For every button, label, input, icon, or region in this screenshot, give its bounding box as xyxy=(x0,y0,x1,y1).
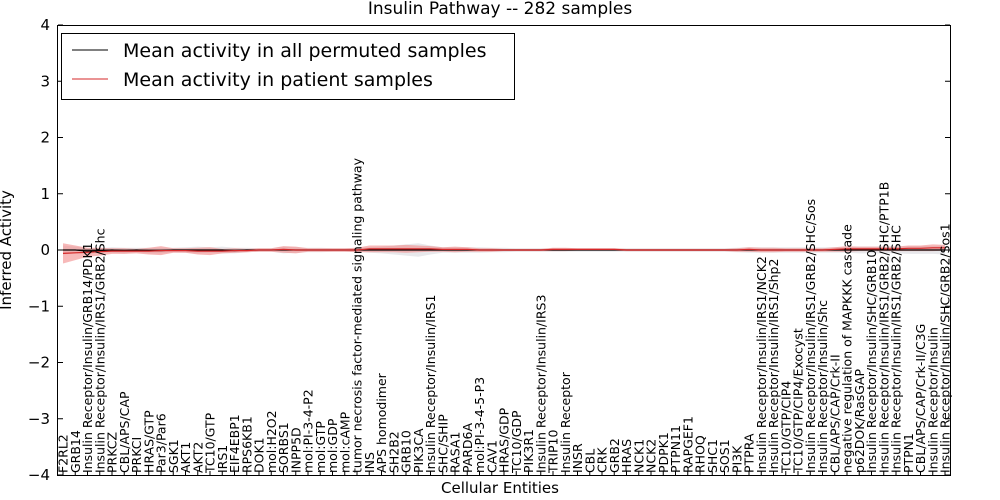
category-label: GRB10 xyxy=(399,430,414,473)
category-label: CBL/APS/CAP/Crk-II xyxy=(827,354,842,473)
legend-box xyxy=(61,33,515,100)
category-label: HRAS/GDP xyxy=(497,407,512,473)
category-label: PDPK1 xyxy=(656,432,671,473)
category-label: Insulin Receptor xyxy=(558,371,573,473)
category-label: SGK1 xyxy=(166,439,181,473)
category-label: IRS1 xyxy=(215,445,230,473)
y-tick-label: 0 xyxy=(40,241,50,259)
category-label: PIK3CA xyxy=(411,428,426,473)
category-label: INS xyxy=(362,452,377,473)
category-label: Insulin Receptor/Insulin/IRS1/Shp2 xyxy=(766,259,781,473)
series-lines xyxy=(58,247,950,254)
category-label: INSR xyxy=(570,443,585,473)
category-label: TC10/GTP/CIP4/Exocyst xyxy=(791,328,806,474)
category-label: PTPRA xyxy=(742,433,757,473)
category-label: Insulin Receptor/Insulin/GRB14/PDK1 xyxy=(80,242,95,473)
category-label: F2RL2 xyxy=(56,434,71,473)
category-label: TC10/GDP xyxy=(509,410,524,474)
category-label: RHOQ xyxy=(693,435,708,473)
category-label: mol:GDP xyxy=(325,418,340,473)
category-label: GRB14 xyxy=(68,430,83,473)
category-label: CBL xyxy=(582,449,597,473)
x-axis-label: Cellular Entities xyxy=(441,479,559,497)
band-patient xyxy=(63,243,945,264)
category-label: Insulin Receptor/Insulin/IRS1/GRB2/SHC/S… xyxy=(803,199,818,473)
category-label: mol:H2O2 xyxy=(264,410,279,473)
category-label: Par3/Par6 xyxy=(154,413,169,473)
category-label: Insulin Receptor/Insulin/SHC/GRB2/Sos1 xyxy=(938,223,953,473)
category-label: CAV1 xyxy=(484,440,499,473)
category-label: AKT1 xyxy=(178,442,193,473)
category-label: Insulin Receptor/Insulin/IRS1/NCK2 xyxy=(754,256,769,473)
category-label: Insulin Receptor/Insulin xyxy=(925,327,940,473)
category-label: CBL/APS/CAP/Crk-II/C3G xyxy=(913,324,928,473)
category-label: EIF4EBP1 xyxy=(227,414,242,473)
category-label: TRIP10 xyxy=(546,430,561,474)
category-label: PARD6A xyxy=(460,422,475,473)
category-label: INPP5D xyxy=(288,427,303,473)
category-label: RASA1 xyxy=(448,432,463,473)
category-label: PIK3R1 xyxy=(521,429,536,473)
y-tick-label: 2 xyxy=(40,129,50,147)
category-label: PRKCI xyxy=(129,437,144,473)
category-label: Insulin Receptor/Insulin/IRS1 xyxy=(423,295,438,473)
category-label: mol:GTP xyxy=(313,421,328,473)
category-label: SORBS1 xyxy=(276,422,291,473)
y-tick-label: −3 xyxy=(28,410,50,428)
category-label: RPS6KB1 xyxy=(239,416,254,473)
category-label: SHC1 xyxy=(705,439,720,473)
category-label: Insulin Receptor/Insulin/SHC/GRB10 xyxy=(864,250,879,473)
y-tick-label: 1 xyxy=(40,185,50,203)
category-label: mol:PI-3-4-P2 xyxy=(301,389,316,473)
category-label: Insulin Receptor/Insulin/Shc xyxy=(815,300,830,473)
category-label: NCK1 xyxy=(631,439,646,473)
category-label: mol:cAMP xyxy=(337,411,352,473)
category-label: mol:PI-3-4-5-P3 xyxy=(472,377,487,473)
y-tick-label: −4 xyxy=(28,466,50,484)
category-label: Insulin Receptor/Insulin/IRS1/GRB2/Shc xyxy=(92,228,107,473)
chart-title: Insulin Pathway -- 282 samples xyxy=(368,0,633,19)
category-label: TC10/GTP/CIP4 xyxy=(778,381,793,474)
category-label: PTPN11 xyxy=(668,425,683,473)
axis-ticks: −4 −3 −2 −1 0 1 2 3 4 xyxy=(28,16,950,484)
y-tick-label: 4 xyxy=(40,16,50,34)
plot-frame xyxy=(57,25,951,476)
category-label: CBL/APS/CAP xyxy=(117,391,132,473)
category-label: SH2B2 xyxy=(386,431,401,473)
category-label: PRKCZ xyxy=(105,432,120,473)
category-label: SHC/SHIP xyxy=(435,414,450,473)
category-label: APS homodimer xyxy=(374,372,389,473)
category-label: CRK xyxy=(595,447,610,473)
category-label: p62DOK/RasGAP xyxy=(852,369,867,474)
category-label: DOK1 xyxy=(252,437,267,473)
category-label: NCK2 xyxy=(644,439,659,473)
category-label: PI3K xyxy=(729,445,744,473)
series-line-patient xyxy=(62,247,945,254)
category-label: HRAS/GTP xyxy=(141,410,156,473)
category-label: TC10/GTP xyxy=(203,412,218,474)
legend: Mean activity in all permuted samples Me… xyxy=(61,33,515,100)
category-label: SOS1 xyxy=(717,439,732,473)
category-label: AKT2 xyxy=(190,442,205,473)
category-label: HRAS xyxy=(619,439,634,473)
category-label: GRB2 xyxy=(607,438,622,473)
category-label: Insulin Receptor/Insulin/IRS1/GRB2/SHC/P… xyxy=(876,182,891,473)
category-label: tumor necrosis factor-mediated signaling… xyxy=(350,157,365,473)
legend-label-permuted: Mean activity in all permuted samples xyxy=(123,40,486,62)
category-label: PTPN1 xyxy=(901,433,916,473)
y-axis-label: Inferred Activity xyxy=(0,190,15,310)
category-label: Insulin Receptor/Insulin/IRS1/GRB2/SHC xyxy=(889,225,904,473)
y-tick-label: 3 xyxy=(40,72,50,90)
legend-label-patient: Mean activity in patient samples xyxy=(123,69,433,91)
category-label: negative regulation of MAPKKK cascade xyxy=(840,224,855,473)
y-tick-label: −1 xyxy=(28,297,50,315)
category-label: RAPGEF1 xyxy=(680,416,695,473)
y-tick-label: −2 xyxy=(28,354,50,372)
category-label: Insulin Receptor/Insulin/IRS3 xyxy=(533,295,548,473)
